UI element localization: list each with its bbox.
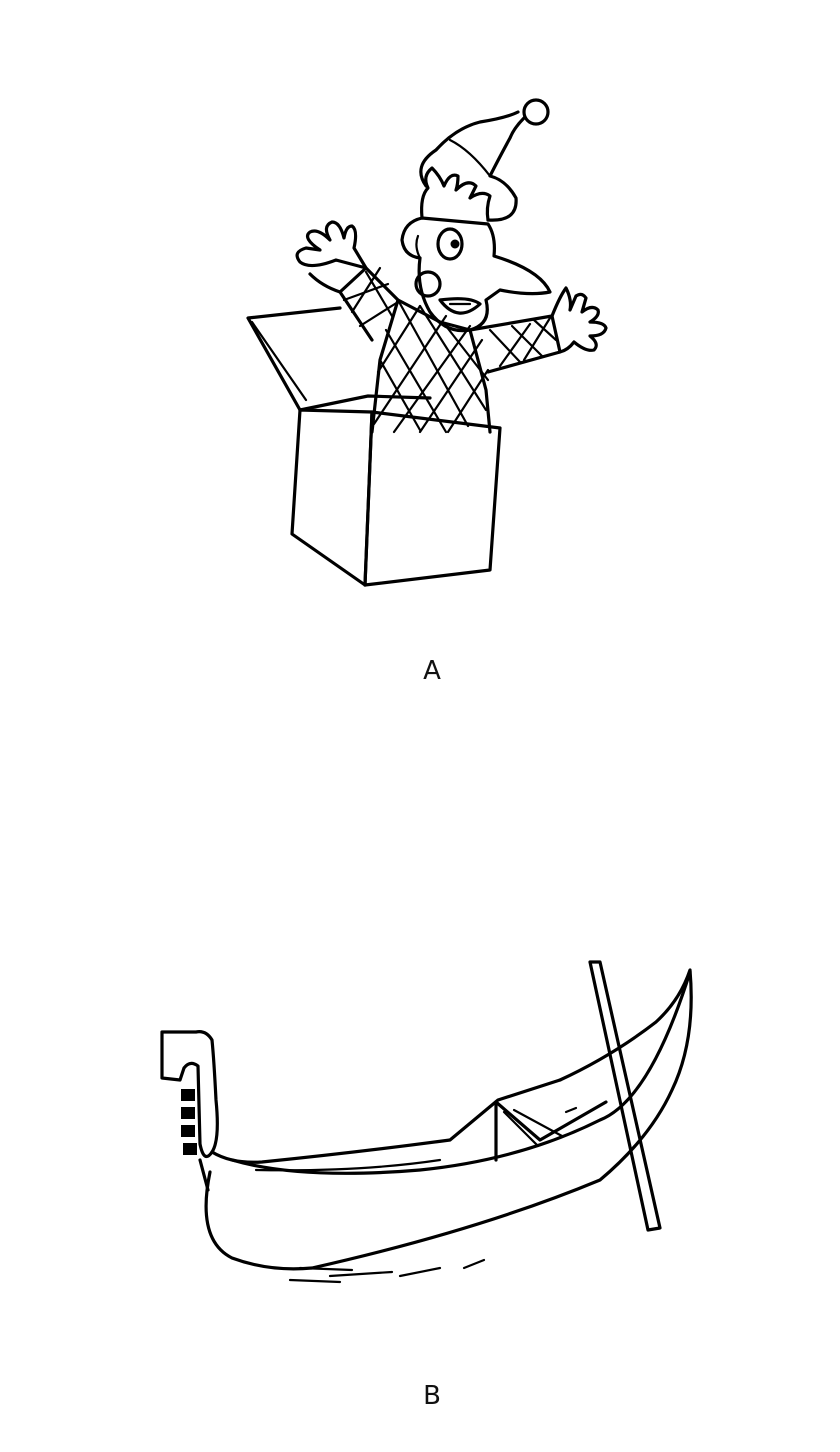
jack-in-the-box-icon bbox=[246, 98, 608, 587]
figure-b: B bbox=[0, 720, 840, 1452]
figure-a-label: A bbox=[423, 656, 441, 686]
figure-a: A bbox=[0, 0, 840, 720]
gondola-icon bbox=[160, 960, 693, 1284]
figure-b-label: B bbox=[423, 1381, 441, 1411]
